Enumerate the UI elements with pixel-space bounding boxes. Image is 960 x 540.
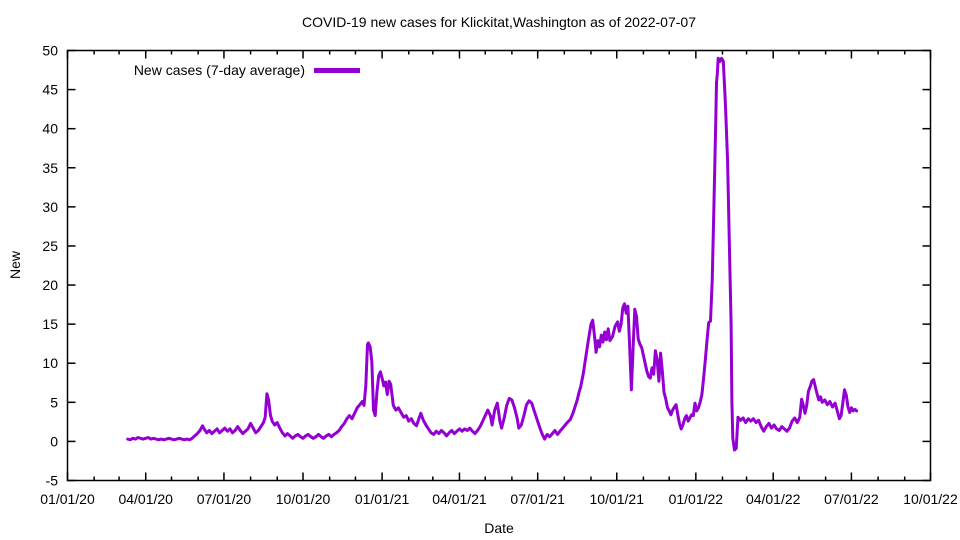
y-tick-label: 40 <box>42 121 58 137</box>
x-tick-label: 07/01/21 <box>510 491 565 507</box>
x-axis-label: Date <box>484 520 514 536</box>
y-tick-label: 15 <box>42 316 58 332</box>
y-tick-label: 20 <box>42 277 58 293</box>
y-tick-label: 0 <box>50 433 58 449</box>
plot-border <box>66 49 932 482</box>
legend-label: New cases (7-day average) <box>133 62 305 78</box>
x-tick-label: 01/01/22 <box>669 491 724 507</box>
x-tick-label: 10/01/22 <box>903 491 958 507</box>
y-tick-label: 5 <box>50 394 58 410</box>
y-tick-label: 35 <box>42 160 58 176</box>
y-tick-label: -5 <box>46 473 59 489</box>
x-tick-label: 01/01/21 <box>355 491 410 507</box>
chart-title: COVID-19 new cases for Klickitat,Washing… <box>301 14 696 30</box>
x-tick-label: 10/01/20 <box>276 491 331 507</box>
x-tick-label: 01/01/20 <box>40 491 95 507</box>
y-tick-label: 10 <box>42 355 58 371</box>
series-line <box>126 56 859 452</box>
y-tick-label: 45 <box>42 82 58 98</box>
legend-line-swatch <box>314 67 360 73</box>
x-tick-label: 10/01/21 <box>590 491 645 507</box>
y-tick-label: 50 <box>42 43 58 59</box>
x-tick-label: 04/01/21 <box>432 491 487 507</box>
x-tick-label: 04/01/22 <box>746 491 801 507</box>
y-axis-label: New <box>7 250 23 280</box>
y-tick-label: 25 <box>42 238 58 254</box>
y-tick-label: 30 <box>42 199 58 215</box>
legend: New cases (7-day average) <box>67 62 360 78</box>
x-tick-label: 07/01/22 <box>824 491 879 507</box>
x-tick-label: 07/01/20 <box>197 491 252 507</box>
x-tick-label: 04/01/20 <box>118 491 173 507</box>
